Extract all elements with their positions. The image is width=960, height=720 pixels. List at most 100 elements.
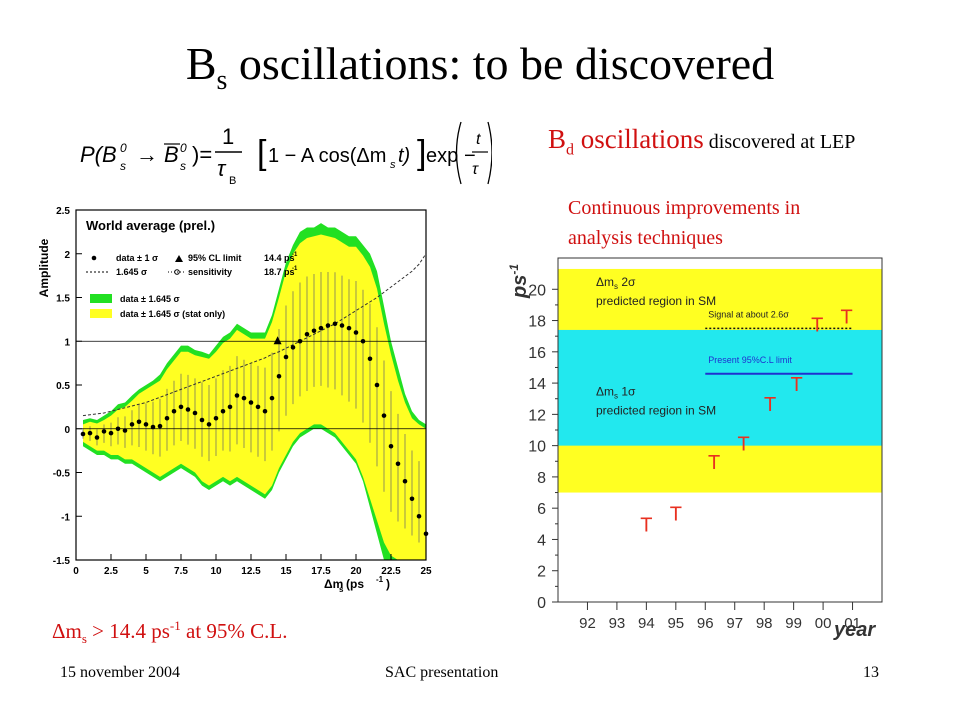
improvements-text: Continuous improvements in analysis tech… <box>568 197 801 249</box>
svg-text:(ps: (ps <box>346 577 364 591</box>
data-point <box>87 430 93 436</box>
formula-bar-b: B <box>164 142 179 167</box>
x-tick-label: 2.5 <box>104 566 118 577</box>
legend-row2-a: 1.645 σ <box>116 267 147 277</box>
formula-bracket: 1 − A cos(Δm <box>268 145 386 167</box>
formula-sub-s2: s <box>180 159 186 173</box>
y-tick-label: 12 <box>528 407 546 424</box>
band2-label: Δms 2σ <box>596 275 636 291</box>
y-tick-label: 0.5 <box>56 381 70 392</box>
data-point <box>311 328 317 334</box>
formula-tau: τ <box>217 156 227 181</box>
amp-xlabel: Δm <box>324 577 343 591</box>
y-tick-label: 20 <box>528 282 546 299</box>
svg-text:B: B <box>229 175 236 187</box>
data-point <box>409 496 415 502</box>
data-point <box>108 430 114 436</box>
limit-marker <box>273 336 282 345</box>
x-tick-label: 94 <box>638 615 655 632</box>
x-tick-label: 10 <box>210 566 222 577</box>
x-tick-label: 17.5 <box>311 566 331 577</box>
measurement-point: T <box>841 307 853 329</box>
present-label: Present 95%C.L limit <box>708 355 792 365</box>
data-point <box>269 395 275 401</box>
svg-text:-1: -1 <box>376 575 384 584</box>
band-1σ <box>558 329 882 446</box>
data-point <box>290 345 296 350</box>
svg-text:): ) <box>386 577 390 591</box>
formula-exp: exp <box>426 145 458 167</box>
legend-row1-c: 14.4 ps <box>264 253 295 263</box>
y-tick-label: 8 <box>537 470 546 487</box>
data-point <box>262 408 268 414</box>
amplitude-chart: 0 2.5 5 7.5 10 12.5 15 17.5 20 22.5 25-1.5-1-0.500… <box>37 206 432 594</box>
data-point <box>171 408 177 414</box>
data-point <box>339 323 345 328</box>
formula-one: 1 <box>222 124 234 149</box>
footer-page: 13 <box>863 664 879 681</box>
y-tick-label: 1 <box>64 337 70 348</box>
formula-lhs: P(B <box>80 142 117 167</box>
svg-text:]: ] <box>417 134 426 172</box>
svg-text:-1: -1 <box>292 252 298 258</box>
formula-sup-02: 0 <box>180 141 187 155</box>
x-tick-label: 22.5 <box>381 566 401 577</box>
band1-label-2: predicted region in SM <box>596 403 716 417</box>
y-tick-label: 4 <box>537 532 546 549</box>
legend-green-swatch <box>90 294 112 303</box>
data-point <box>185 407 191 412</box>
dms-limit-text: Δms > 14.4 ps-1 at 95% C.L. <box>52 618 288 647</box>
data-point <box>199 417 205 423</box>
y-tick-label: 0 <box>537 595 546 612</box>
data-point <box>213 415 219 421</box>
y-tick-label: 18 <box>528 314 546 331</box>
data-point <box>367 356 373 362</box>
x-tick-label: 20 <box>350 566 362 577</box>
y-tick-label: 16 <box>528 345 546 362</box>
footer-date: 15 november 2004 <box>60 664 180 681</box>
data-point <box>276 373 282 379</box>
footer-title: SAC presentation <box>385 664 499 681</box>
data-point <box>388 443 394 449</box>
data-point <box>402 478 408 484</box>
svg-text:-1: -1 <box>292 266 298 272</box>
amp-title: World average (prel.) <box>86 218 215 233</box>
data-point <box>346 325 352 331</box>
page-title: Bs oscillations: to be discovered <box>185 38 775 97</box>
band2-label-2: predicted region in SM <box>596 294 716 308</box>
legend-row2-c: 18.7 ps <box>264 267 295 277</box>
data-point <box>374 382 380 388</box>
data-point <box>332 321 338 327</box>
x-tick-label: 97 <box>726 615 743 632</box>
data-point <box>227 404 233 410</box>
legend-yellow: data ± 1.645 σ (stat only) <box>120 309 225 319</box>
formula-minus: − <box>464 145 476 167</box>
measurement-point: T <box>670 504 682 526</box>
data-point <box>220 408 226 414</box>
data-point <box>143 422 149 427</box>
signal-label: Signal at about 2.6σ <box>708 309 789 319</box>
data-point <box>192 410 198 416</box>
measurement-point: T <box>640 515 652 537</box>
data-point <box>325 323 331 328</box>
x-tick-label: 95 <box>667 615 684 632</box>
legend-row1-b: 95% CL limit <box>188 253 241 263</box>
year-ylabel: ps-1 <box>507 264 531 299</box>
year-xlabel: year <box>833 619 876 640</box>
y-tick-label: 6 <box>537 501 546 518</box>
legend-yellow-swatch <box>90 309 112 318</box>
data-point <box>94 435 100 440</box>
x-tick-label: 96 <box>697 615 714 632</box>
x-tick-label: 15 <box>280 566 292 577</box>
x-tick-label: 12.5 <box>241 566 261 577</box>
data-point <box>416 513 422 519</box>
data-point <box>136 419 142 425</box>
yellow-band <box>83 234 426 560</box>
measurement-point: T <box>737 433 749 455</box>
measurement-point: T <box>764 394 776 416</box>
y-tick-label: 0 <box>64 425 70 436</box>
x-tick-label: 01 <box>844 615 861 632</box>
data-point <box>164 415 170 421</box>
data-point <box>318 325 324 331</box>
y-tick-label: -1.5 <box>53 556 71 567</box>
